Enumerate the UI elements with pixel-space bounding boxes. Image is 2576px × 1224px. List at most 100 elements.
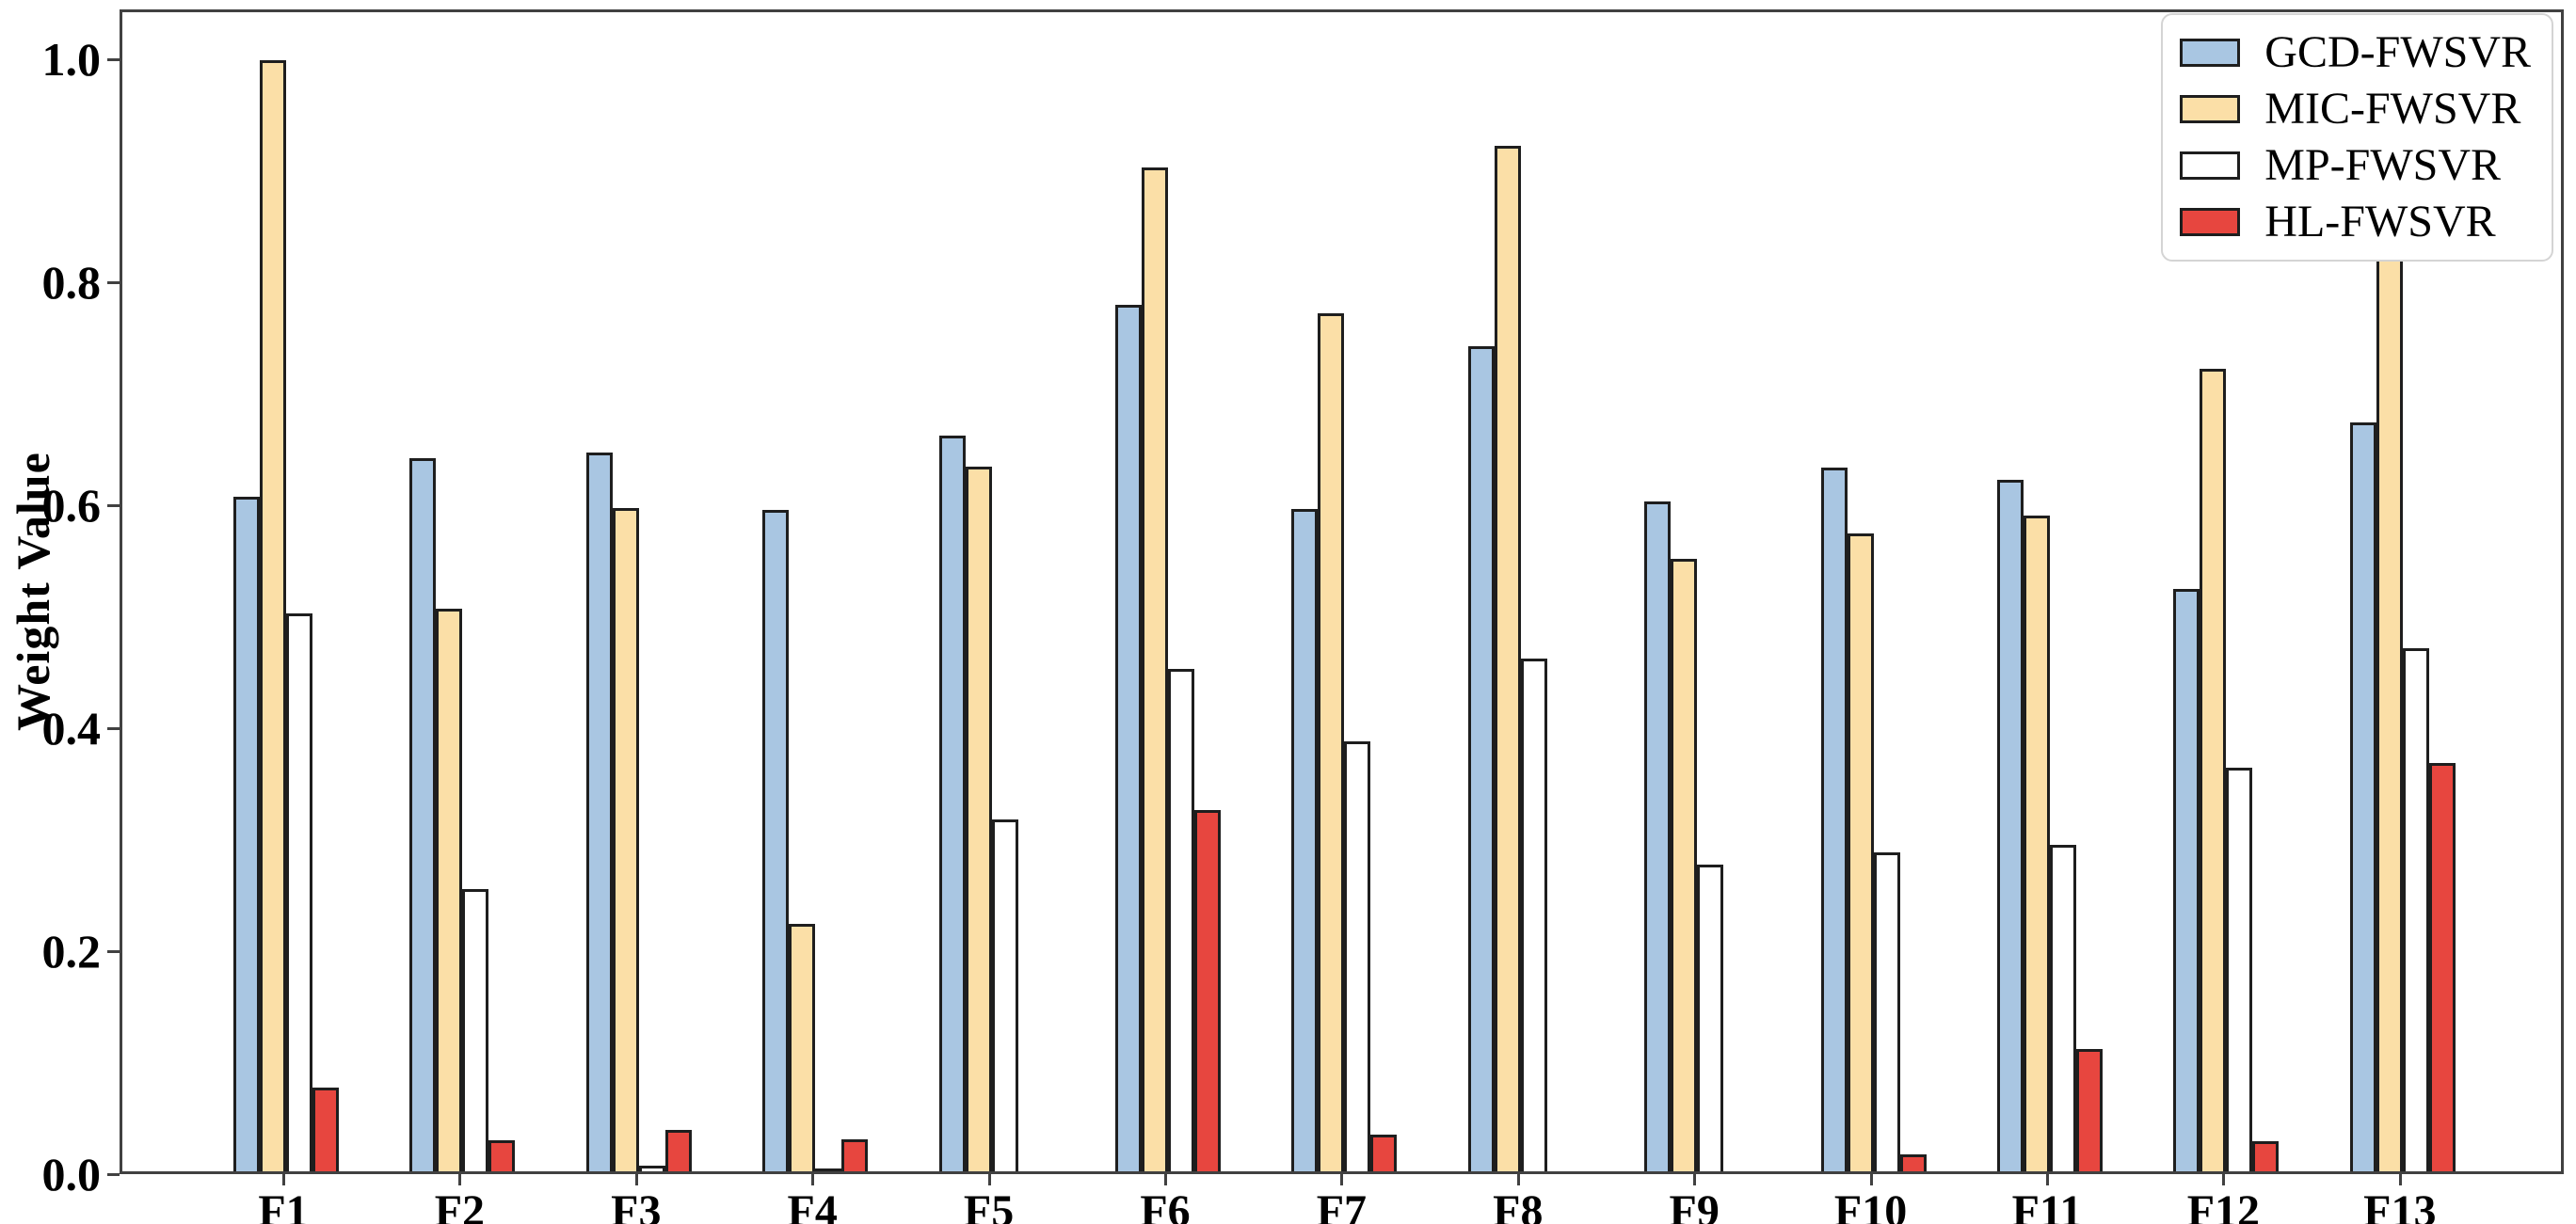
legend-label: MIC-FWSVR bbox=[2264, 84, 2521, 134]
bar-f4-gcd-fwsvr bbox=[762, 510, 790, 1171]
bar-f3-mic-fwsvr bbox=[612, 508, 639, 1171]
bar-f7-mic-fwsvr bbox=[1318, 313, 1345, 1171]
bar-f7-hl-fwsvr bbox=[1370, 1135, 1398, 1171]
x-tick-mark-f9 bbox=[1693, 1174, 1697, 1185]
legend-swatch-gcd-fwsvr bbox=[2180, 39, 2241, 67]
bar-f4-mp-fwsvr bbox=[815, 1168, 842, 1171]
bar-f13-gcd-fwsvr bbox=[2349, 422, 2376, 1171]
bar-f9-mic-fwsvr bbox=[1671, 559, 1698, 1171]
y-tick-mark-0.0 bbox=[107, 1173, 120, 1176]
legend-swatch-hl-fwsvr bbox=[2180, 208, 2241, 236]
bar-f1-gcd-fwsvr bbox=[233, 497, 260, 1171]
legend-item-gcd-fwsvr: GCD-FWSVR bbox=[2180, 28, 2531, 77]
bar-f13-mic-fwsvr bbox=[2376, 215, 2403, 1171]
legend-item-mic-fwsvr: MIC-FWSVR bbox=[2180, 85, 2531, 134]
bar-f6-hl-fwsvr bbox=[1194, 810, 1221, 1171]
bar-f4-mic-fwsvr bbox=[789, 924, 816, 1171]
bar-f8-gcd-fwsvr bbox=[1467, 346, 1495, 1171]
x-tick-mark-f1 bbox=[282, 1174, 285, 1185]
bar-f4-hl-fwsvr bbox=[841, 1139, 869, 1171]
plot-area bbox=[120, 9, 2564, 1174]
x-tick-mark-f6 bbox=[1164, 1174, 1167, 1185]
y-tick-label-0.6: 0.6 bbox=[41, 479, 102, 532]
legend: GCD-FWSVR MIC-FWSVR MP-FWSVR HL-FWSVR bbox=[2161, 13, 2553, 262]
bar-f6-mic-fwsvr bbox=[1142, 167, 1168, 1171]
bar-f9-gcd-fwsvr bbox=[1644, 501, 1672, 1171]
bar-f5-gcd-fwsvr bbox=[938, 436, 966, 1171]
bar-f10-gcd-fwsvr bbox=[1820, 468, 1848, 1171]
bar-f12-mp-fwsvr bbox=[2226, 768, 2253, 1171]
y-tick-mark-0.4 bbox=[107, 727, 120, 730]
bar-f11-gcd-fwsvr bbox=[1997, 480, 2024, 1171]
bar-f3-gcd-fwsvr bbox=[585, 453, 613, 1171]
x-tick-label-f8: F8 bbox=[1493, 1186, 1544, 1224]
y-tick-label-1.0: 1.0 bbox=[41, 33, 102, 86]
x-tick-mark-f7 bbox=[1340, 1174, 1344, 1185]
x-tick-label-f7: F7 bbox=[1316, 1186, 1368, 1224]
x-tick-mark-f11 bbox=[2046, 1174, 2049, 1185]
bar-f10-mic-fwsvr bbox=[1847, 533, 1874, 1171]
legend-label: MP-FWSVR bbox=[2264, 140, 2502, 190]
x-tick-mark-f10 bbox=[1869, 1174, 1873, 1185]
y-axis-title: Weight Value bbox=[7, 452, 59, 732]
y-tick-label-0.0: 0.0 bbox=[41, 1148, 102, 1200]
bar-f8-mic-fwsvr bbox=[1494, 146, 1521, 1171]
x-tick-label-f2: F2 bbox=[434, 1186, 486, 1224]
x-tick-mark-f13 bbox=[2398, 1174, 2402, 1185]
x-tick-label-f6: F6 bbox=[1140, 1186, 1191, 1224]
bar-f1-mic-fwsvr bbox=[260, 60, 286, 1171]
x-tick-mark-f2 bbox=[458, 1174, 462, 1185]
y-tick-mark-0.2 bbox=[107, 950, 120, 953]
x-tick-mark-f5 bbox=[987, 1174, 991, 1185]
x-tick-label-f13: F13 bbox=[2363, 1186, 2437, 1224]
bar-f10-hl-fwsvr bbox=[1899, 1154, 1927, 1171]
bar-f1-hl-fwsvr bbox=[312, 1088, 339, 1171]
bar-f13-mp-fwsvr bbox=[2402, 648, 2429, 1171]
bar-f11-mic-fwsvr bbox=[2024, 516, 2050, 1171]
bar-f8-mp-fwsvr bbox=[1520, 659, 1547, 1171]
bar-f5-mp-fwsvr bbox=[991, 819, 1018, 1171]
bar-f11-mp-fwsvr bbox=[2050, 845, 2076, 1171]
y-tick-label-0.2: 0.2 bbox=[41, 925, 102, 978]
x-tick-label-f3: F3 bbox=[611, 1186, 662, 1224]
x-tick-mark-f4 bbox=[811, 1174, 815, 1185]
bar-f12-gcd-fwsvr bbox=[2173, 589, 2200, 1171]
y-tick-label-0.4: 0.4 bbox=[41, 702, 102, 755]
legend-swatch-mp-fwsvr bbox=[2180, 151, 2241, 180]
legend-item-hl-fwsvr: HL-FWSVR bbox=[2180, 198, 2531, 246]
bar-f3-hl-fwsvr bbox=[664, 1130, 692, 1171]
x-tick-mark-f3 bbox=[634, 1174, 638, 1185]
x-tick-label-f12: F12 bbox=[2186, 1186, 2261, 1224]
bar-f12-hl-fwsvr bbox=[2252, 1141, 2280, 1171]
x-tick-label-f4: F4 bbox=[787, 1186, 838, 1224]
bar-f1-mp-fwsvr bbox=[286, 613, 312, 1171]
x-tick-mark-f12 bbox=[2222, 1174, 2226, 1185]
bar-f2-gcd-fwsvr bbox=[409, 458, 437, 1171]
bar-f7-mp-fwsvr bbox=[1344, 741, 1371, 1171]
bar-f5-mic-fwsvr bbox=[965, 467, 992, 1171]
legend-label: GCD-FWSVR bbox=[2264, 27, 2531, 77]
bar-f2-hl-fwsvr bbox=[488, 1140, 516, 1171]
x-tick-label-f5: F5 bbox=[963, 1186, 1015, 1224]
x-tick-mark-f8 bbox=[1516, 1174, 1520, 1185]
legend-item-mp-fwsvr: MP-FWSVR bbox=[2180, 141, 2531, 190]
x-tick-label-f11: F11 bbox=[2011, 1186, 2083, 1224]
bar-f2-mp-fwsvr bbox=[462, 889, 489, 1171]
bar-f2-mic-fwsvr bbox=[436, 609, 463, 1171]
bar-f9-mp-fwsvr bbox=[1697, 865, 1724, 1171]
bar-f6-gcd-fwsvr bbox=[1115, 305, 1142, 1171]
bar-f11-hl-fwsvr bbox=[2076, 1049, 2103, 1171]
bar-f12-mic-fwsvr bbox=[2200, 369, 2227, 1171]
legend-swatch-mic-fwsvr bbox=[2180, 95, 2241, 123]
y-tick-mark-0.6 bbox=[107, 504, 120, 507]
y-tick-label-0.8: 0.8 bbox=[41, 256, 102, 309]
bar-f10-mp-fwsvr bbox=[1873, 852, 1900, 1171]
bar-f3-mp-fwsvr bbox=[638, 1166, 665, 1171]
legend-label: HL-FWSVR bbox=[2264, 197, 2496, 246]
y-tick-mark-0.8 bbox=[107, 281, 120, 284]
x-tick-label-f1: F1 bbox=[258, 1186, 309, 1224]
bar-f13-hl-fwsvr bbox=[2428, 763, 2456, 1171]
x-tick-label-f10: F10 bbox=[1833, 1186, 1908, 1224]
bar-f7-gcd-fwsvr bbox=[1291, 509, 1319, 1171]
